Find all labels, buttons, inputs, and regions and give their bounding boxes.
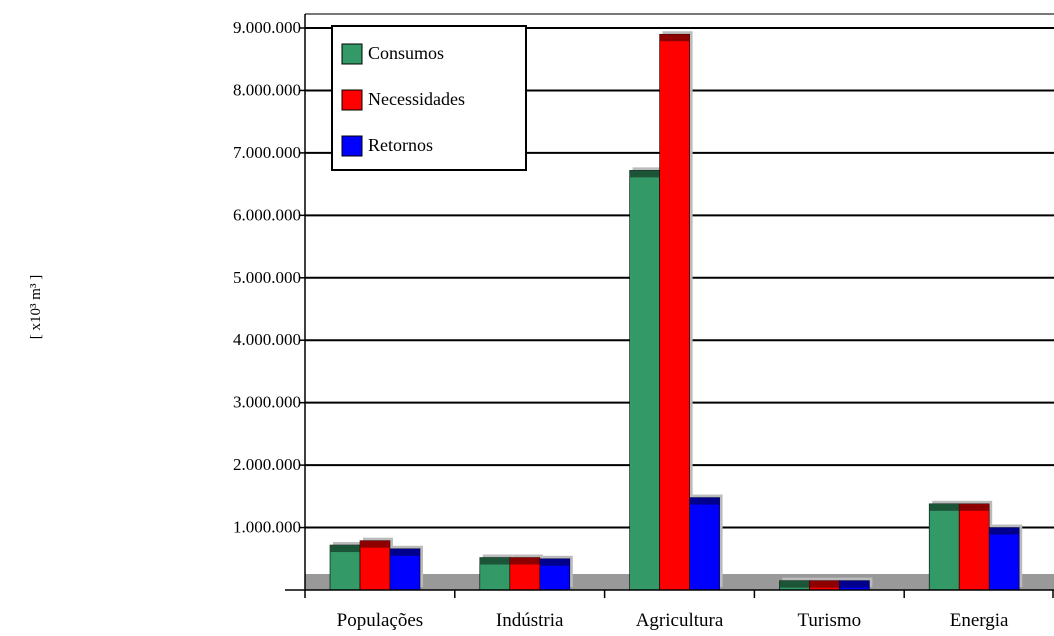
bar-top-cap	[839, 580, 870, 588]
bar-top-cap	[929, 503, 960, 511]
bar-top-cap	[989, 527, 1020, 535]
bar-top-cap	[360, 540, 390, 548]
bar-retornos-energia	[988, 527, 1020, 591]
x-tick-label-agricultura: Agricultura	[636, 610, 724, 631]
bar-necessidades-populacoes	[359, 540, 391, 591]
y-tick-label: 9.000.000	[233, 18, 301, 37]
axes-layer: 1.000.000 2.000.000 3.000.000 4.000.000 5.00…	[233, 13, 1054, 631]
y-tick-label: 1.000.000	[233, 518, 301, 537]
bar-top-cap	[539, 558, 570, 566]
legend-label-necessidades: Necessidades	[368, 89, 465, 109]
bar-top-cap	[689, 497, 720, 505]
bar-necessidades-energia	[958, 503, 990, 591]
legend-swatch-necessidades	[341, 89, 363, 111]
y-tick-label: 2.000.000	[233, 455, 301, 474]
legend-label-consumos: Consumos	[368, 43, 444, 63]
x-tick-label-energia: Energia	[950, 610, 1009, 631]
bar-top-cap	[809, 580, 840, 588]
bar-top-cap	[390, 548, 420, 556]
y-tick-label: 6.000.000	[233, 205, 301, 224]
y-tick-label: 5.000.000	[233, 268, 301, 287]
bar-top-cap	[330, 545, 360, 553]
bar-top-cap	[959, 503, 990, 511]
legend-box	[331, 25, 527, 171]
y-axis-label: [ x10³ m³ ]	[28, 275, 44, 339]
bar-necessidades-agricultura	[659, 33, 690, 591]
bar-consumos-agricultura	[629, 170, 660, 591]
legend-swatch-retornos	[341, 135, 363, 157]
x-tick-label-industria: Indústria	[496, 610, 564, 631]
bar-top-cap	[479, 557, 510, 565]
bars-layer	[329, 31, 1023, 591]
legend-label-retornos: Retornos	[368, 135, 433, 155]
bar-top-cap	[779, 580, 810, 588]
bar-top-cap	[509, 557, 540, 565]
bar-retornos-agricultura	[689, 497, 720, 591]
bar-consumos-energia	[928, 503, 960, 591]
y-tick-label: 8.000.000	[233, 80, 301, 99]
x-tick-label-populacoes: Populações	[337, 610, 424, 631]
y-tick-label: 3.000.000	[233, 393, 301, 412]
legend-swatch-consumos	[341, 43, 363, 65]
bar-top-cap	[629, 170, 660, 178]
legend: Consumos Necessidades Retornos	[331, 25, 527, 171]
y-tick-label: 7.000.000	[233, 143, 301, 162]
x-tick-label-turismo: Turismo	[797, 610, 861, 631]
y-tick-label: 4.000.000	[233, 330, 301, 349]
bar-top-cap	[659, 34, 690, 42]
